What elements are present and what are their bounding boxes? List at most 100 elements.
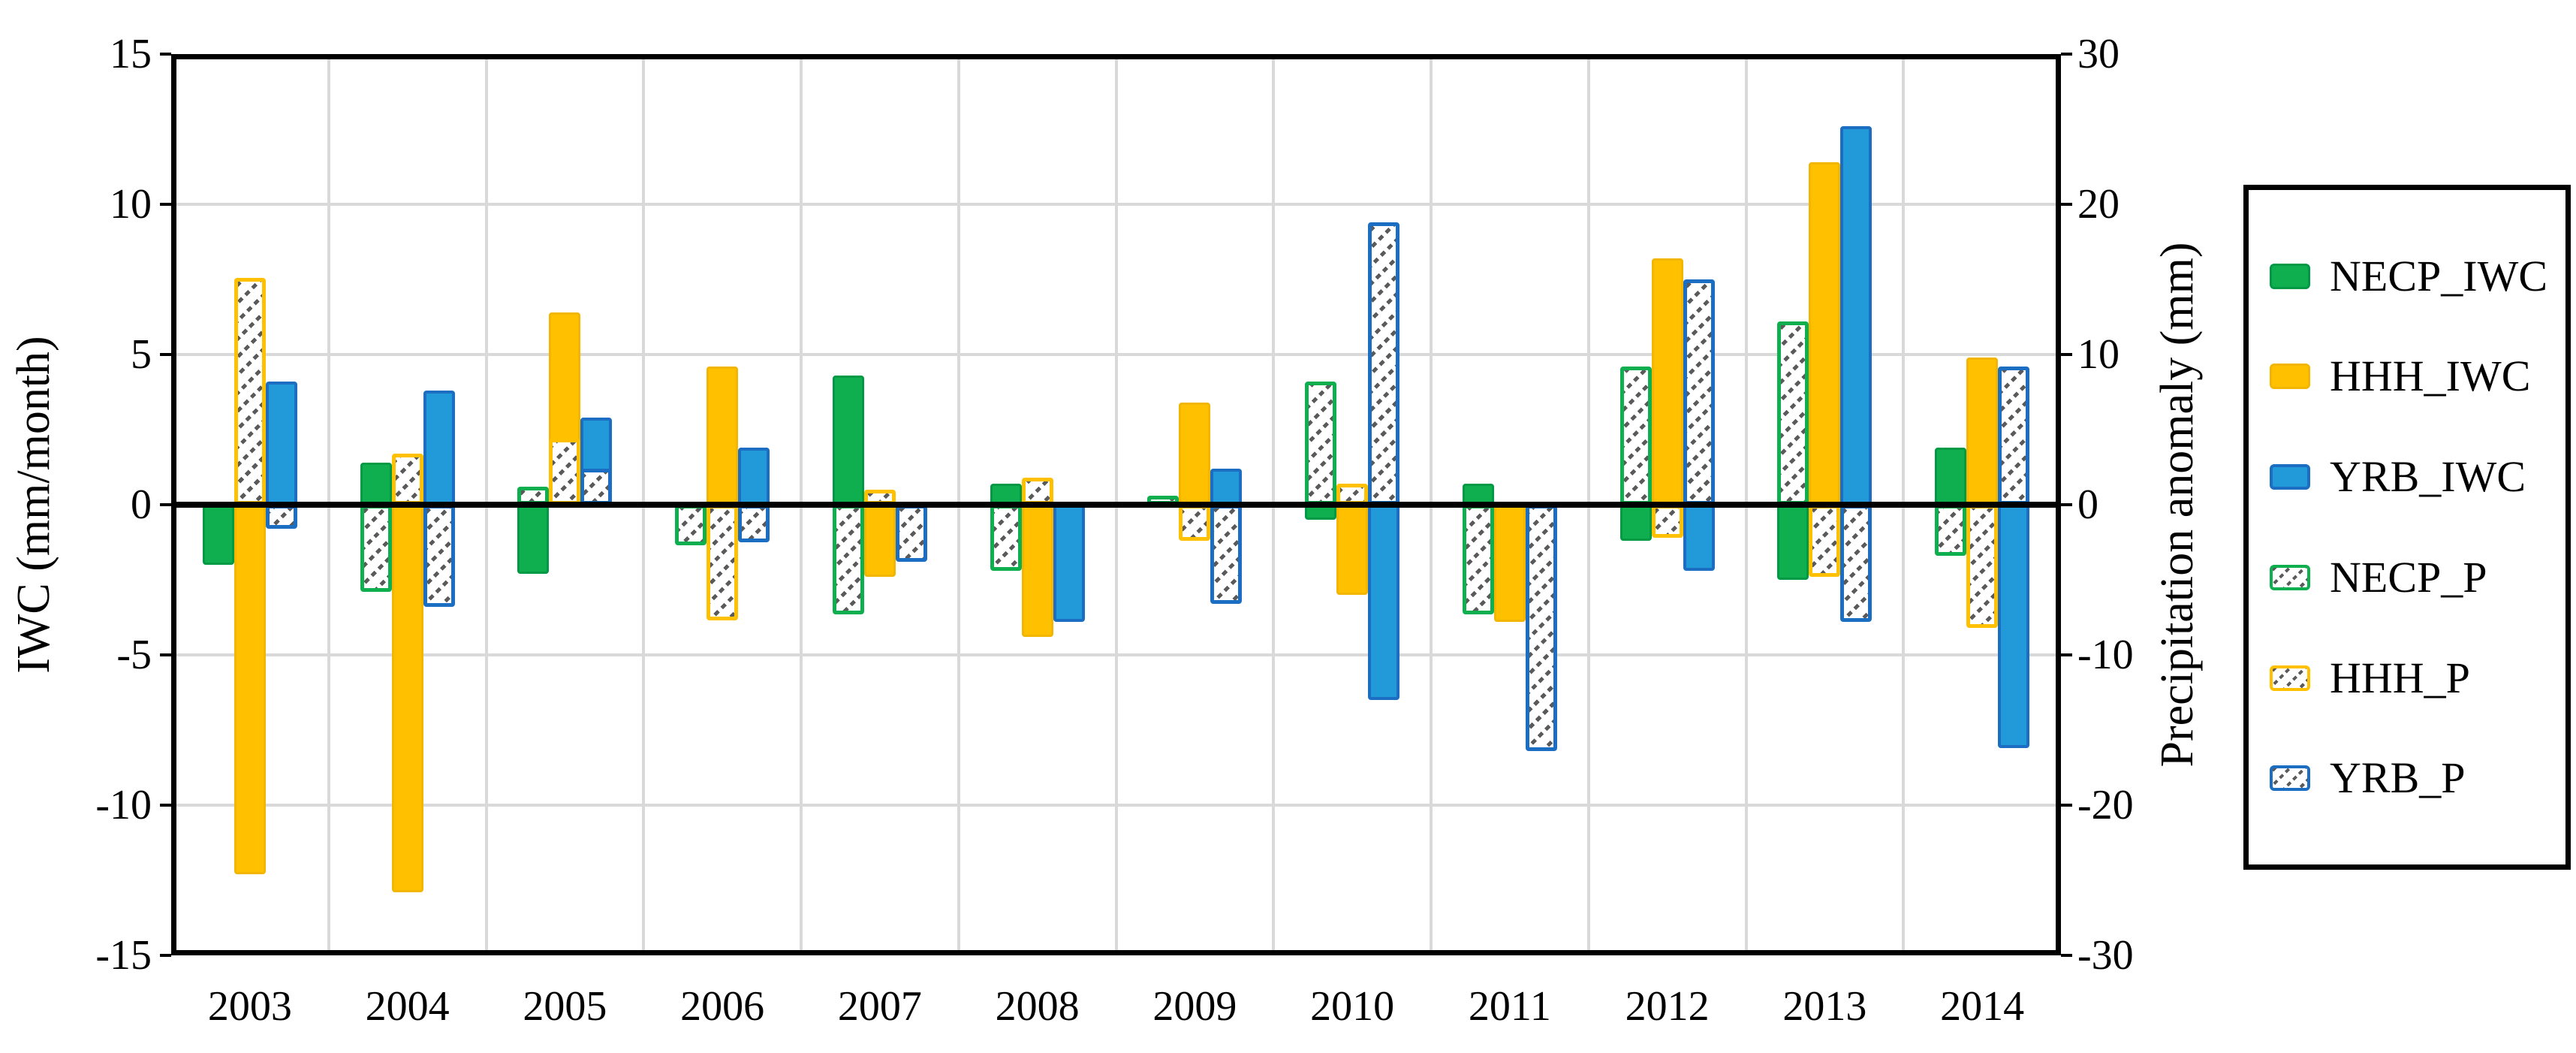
left-tick-mark	[160, 503, 171, 506]
bar-HHH_IWC-2006	[707, 367, 739, 505]
right-tick-mark	[2061, 653, 2072, 656]
bar-HHH_P-2004	[391, 454, 423, 505]
legend-label: NECP_IWC	[2330, 251, 2547, 300]
bar-YRB_P-2007	[895, 505, 927, 562]
bar-HHH_P-2005	[549, 439, 581, 505]
legend-label: NECP_P	[2330, 552, 2487, 602]
left-tick-label: -15	[95, 932, 152, 979]
legend-item-HHH_IWC: HHH_IWC	[2270, 355, 2565, 398]
right-tick-mark	[2061, 503, 2072, 506]
left-tick-label: 0	[131, 481, 152, 528]
bar-HHH_IWC-2010	[1336, 505, 1369, 595]
bar-YRB_IWC-2010	[1368, 505, 1400, 700]
bar-NECP_P-2008	[990, 505, 1022, 571]
right-tick-label: 30	[2077, 31, 2120, 77]
bar-NECP_IWC-2013	[1777, 505, 1809, 580]
right-tick-label: -10	[2077, 632, 2134, 678]
bar-YRB_P-2012	[1683, 279, 1715, 505]
bar-NECP_P-2004	[360, 505, 392, 592]
left-tick-mark	[160, 804, 171, 807]
bar-NECP_P-2005	[517, 487, 550, 505]
year-label-2004: 2004	[365, 983, 450, 1030]
right-tick-label: -20	[2077, 782, 2134, 828]
bar-NECP_IWC-2003	[202, 505, 234, 565]
legend-swatch-HHH_IWC	[2270, 364, 2310, 390]
legend-swatch-NECP_P	[2270, 564, 2310, 590]
year-label-2003: 2003	[207, 983, 292, 1030]
bar-HHH_P-2013	[1809, 505, 1841, 577]
year-label-2010: 2010	[1310, 983, 1395, 1030]
bar-HHH_IWC-2004	[391, 505, 423, 892]
legend-label: YRB_P	[2330, 753, 2466, 803]
year-label-2006: 2006	[680, 983, 765, 1030]
bar-NECP_P-2012	[1619, 367, 1652, 505]
left-tick-mark	[160, 954, 171, 957]
right-tick-label: 20	[2077, 181, 2120, 228]
year-label-2005: 2005	[523, 983, 607, 1030]
bar-YRB_IWC-2014	[1998, 505, 2030, 748]
legend-box: NECP_IWC HHH_IWC YRB_IWC NECP_P HHH_P YRB_P	[2243, 185, 2571, 870]
bar-YRB_P-2013	[1840, 505, 1872, 622]
left-tick-mark	[160, 53, 171, 56]
bar-NECP_P-2007	[832, 505, 864, 614]
right-axis-title: Precipitation anomaly (mm)	[2152, 242, 2203, 768]
right-tick-label: 0	[2077, 481, 2098, 528]
left-tick-label: 5	[131, 331, 152, 378]
legend-swatch-HHH_P	[2270, 665, 2310, 691]
bar-YRB_IWC-2012	[1683, 505, 1715, 571]
bar-YRB_P-2010	[1368, 222, 1400, 505]
bar-YRB_IWC-2013	[1840, 126, 1872, 505]
bar-YRB_IWC-2009	[1210, 469, 1243, 505]
left-tick-label: 15	[110, 31, 152, 77]
bar-NECP_IWC-2011	[1462, 484, 1494, 505]
year-label-2008: 2008	[995, 983, 1080, 1030]
legend-label: HHH_P	[2330, 653, 2470, 702]
legend-swatch-YRB_IWC	[2270, 464, 2310, 490]
right-tick-label: -30	[2077, 932, 2134, 979]
bar-HHH_IWC-2012	[1651, 258, 1683, 505]
year-label-2013: 2013	[1782, 983, 1867, 1030]
legend-swatch-NECP_IWC	[2270, 263, 2310, 289]
right-tick-label: 10	[2077, 331, 2120, 378]
bar-HHH_IWC-2003	[233, 505, 266, 874]
left-tick-mark	[160, 653, 171, 656]
left-tick-label: -5	[116, 632, 152, 678]
year-label-2007: 2007	[837, 983, 922, 1030]
bar-HHH_P-2014	[1966, 505, 1999, 628]
right-tick-mark	[2061, 203, 2072, 206]
bar-NECP_IWC-2007	[832, 376, 864, 505]
legend-item-NECP_IWC: NECP_IWC	[2270, 251, 2565, 300]
bar-NECP_IWC-2005	[517, 505, 550, 574]
bar-HHH_IWC-2007	[863, 505, 896, 577]
bar-HHH_P-2008	[1021, 478, 1053, 505]
right-tick-mark	[2061, 954, 2072, 957]
legend-label: YRB_IWC	[2330, 452, 2526, 502]
plot-area	[171, 54, 2061, 955]
bar-HHH_IWC-2011	[1493, 505, 1526, 622]
right-tick-mark	[2061, 804, 2072, 807]
bar-NECP_P-2014	[1935, 505, 1967, 556]
left-tick-label: 10	[110, 181, 152, 228]
legend-item-NECP_P: NECP_P	[2270, 552, 2565, 602]
legend-item-HHH_P: HHH_P	[2270, 656, 2565, 700]
bar-YRB_IWC-2004	[423, 391, 455, 505]
legend-item-YRB_P: YRB_P	[2270, 756, 2565, 800]
bar-NECP_IWC-2004	[360, 463, 392, 505]
legend-label: HHH_IWC	[2330, 352, 2531, 401]
right-tick-mark	[2061, 353, 2072, 356]
bar-HHH_IWC-2014	[1966, 358, 1999, 505]
bar-HHH_P-2003	[233, 278, 266, 505]
bar-YRB_P-2006	[738, 505, 770, 542]
bar-NECP_P-2013	[1777, 321, 1809, 505]
bar-YRB_P-2005	[580, 469, 613, 505]
left-tick-mark	[160, 353, 171, 356]
bar-NECP_IWC-2012	[1619, 505, 1652, 541]
year-label-2014: 2014	[1940, 983, 2025, 1030]
bar-HHH_IWC-2009	[1179, 403, 1211, 505]
year-label-2009: 2009	[1152, 983, 1237, 1030]
bar-YRB_IWC-2003	[265, 382, 297, 505]
left-tick-mark	[160, 203, 171, 206]
bar-NECP_P-2006	[675, 505, 707, 545]
bar-NECP_P-2010	[1305, 382, 1337, 505]
